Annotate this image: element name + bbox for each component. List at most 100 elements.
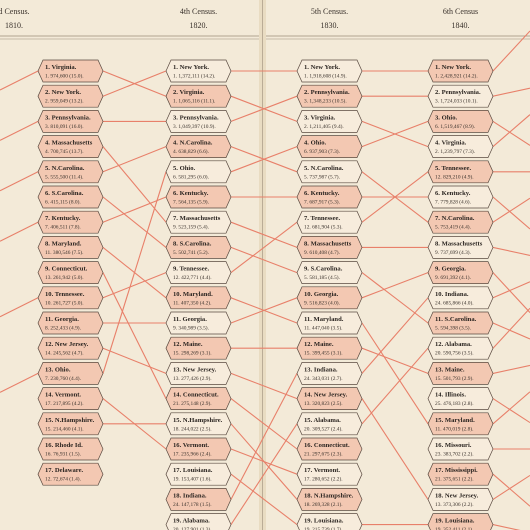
population: 11. 380,546 (7.5). <box>45 249 83 256</box>
rank-cell <box>296 59 363 83</box>
population: 11. 407,350 (4.2). <box>173 299 211 306</box>
rank-link <box>492 474 530 500</box>
population: 20. 127,901 (1.3). <box>173 526 212 530</box>
rank-link <box>361 322 429 425</box>
state-name: 5. N.Carolina. <box>304 165 344 172</box>
state-name: 16. Missouri. <box>435 442 472 449</box>
population: 13. 261,942 (5.0). <box>45 274 84 281</box>
rank-cell <box>165 160 232 184</box>
rank-link <box>492 196 530 230</box>
rank-cell <box>427 210 494 234</box>
rank-link <box>230 146 298 173</box>
rank-cell <box>296 387 363 410</box>
rank-cell <box>296 311 363 335</box>
rank-cell <box>296 84 363 108</box>
rank-cell <box>165 236 232 259</box>
rank-link <box>0 297 39 318</box>
rank-link <box>230 373 298 500</box>
state-name: 1. New York. <box>304 64 340 71</box>
population: 13. 320,823 (2.5). <box>304 400 343 407</box>
column-title: 5th Census. <box>311 7 348 16</box>
rank-cell <box>37 59 104 83</box>
state-name: 19. Louisiana. <box>435 518 475 525</box>
rank-link <box>492 197 530 223</box>
state-name: 11. Maryland. <box>304 316 344 323</box>
state-name: 19. Louisiana. <box>304 518 344 525</box>
state-name: 16. Connecticut. <box>304 442 350 449</box>
rank-cell <box>165 462 232 486</box>
rank-link <box>492 272 530 313</box>
population: 7. 687,917 (5.3). <box>304 199 340 206</box>
rank-cell <box>427 462 494 486</box>
rank-cell <box>37 236 104 259</box>
state-name: 15. N.Hampshire. <box>173 417 223 424</box>
state-name: 2. Pennsylvania. <box>435 89 481 96</box>
population: 3. 1,724,033 (10.1). <box>435 98 478 105</box>
rank-link <box>492 524 521 530</box>
state-name: 3. Pennsylvania. <box>45 114 91 121</box>
population: 17. 280,652 (2.2). <box>304 476 343 483</box>
state-name: 12. Maine. <box>304 341 334 348</box>
rank-cell <box>296 185 363 209</box>
state-name: 6. Kentucky. <box>173 190 209 197</box>
rank-link <box>102 171 167 374</box>
rank-cell <box>37 462 104 486</box>
rank-cell <box>296 135 363 158</box>
population: 11. 447,040 (3.5). <box>304 325 342 332</box>
state-name: 15. Maryland. <box>435 417 475 424</box>
state-name: 14. Illinois. <box>435 392 466 399</box>
state-name: 9. S.Carolina. <box>304 266 343 273</box>
rank-link <box>492 307 530 349</box>
rank-cell <box>37 362 104 385</box>
population: 9. 610,408 (4.7). <box>304 249 340 256</box>
rank-cell <box>165 387 232 410</box>
rank-cell <box>296 286 363 310</box>
rank-link <box>0 372 39 393</box>
rank-link <box>492 473 530 507</box>
rank-link <box>361 171 429 223</box>
rank-cell <box>165 84 232 108</box>
state-name: 9. Georgia. <box>435 266 466 273</box>
rank-cell <box>165 110 232 133</box>
population: 9. 340,989 (3.5). <box>173 325 209 332</box>
population: 7. 406,511 (7.8). <box>45 224 81 231</box>
state-name: 1. New York. <box>435 64 471 71</box>
rank-cell <box>427 488 494 511</box>
population: 18. 244,022 (2.5). <box>173 425 212 432</box>
rank-cell <box>296 236 363 259</box>
population: 24. 685,866 (4.0). <box>435 299 474 306</box>
rank-cell <box>165 261 232 284</box>
rank-link <box>230 246 298 274</box>
state-name: 4. Massachusetts <box>45 140 93 147</box>
population: 19. 352,411 (2.1). <box>435 526 473 530</box>
rank-cell <box>296 513 363 530</box>
rank-cell <box>296 488 363 511</box>
rank-link <box>492 281 530 299</box>
population: 13. 373,306 (2.2). <box>435 501 474 508</box>
state-name: 12. New Jersey. <box>45 341 89 348</box>
rank-link <box>102 347 167 374</box>
rank-cell <box>296 210 363 234</box>
population: 9. 516,823 (4.0). <box>304 299 340 306</box>
rank-cell <box>165 59 232 83</box>
state-name: 18. New Jersey. <box>435 492 479 499</box>
rank-cell <box>427 311 494 335</box>
state-name: 17. Delaware. <box>45 467 84 474</box>
state-name: 17. Mississippi. <box>435 467 478 474</box>
rank-cell <box>427 135 494 158</box>
state-name: 9. Tennessee. <box>173 266 209 273</box>
state-name: 4. Ohio. <box>304 140 327 147</box>
rank-cell <box>296 160 363 184</box>
rank-link <box>230 297 298 324</box>
population: 21. 375,651 (2.2). <box>435 476 474 483</box>
rank-cell <box>37 412 104 436</box>
population: 16. 76,931 (1.5). <box>45 451 81 458</box>
rank-cell <box>427 412 494 436</box>
column-year: 1810. <box>5 21 23 30</box>
state-name: 10. Indiana. <box>435 291 469 298</box>
population: 19. 153,407 (1.6). <box>173 476 212 483</box>
rank-cell <box>427 286 494 310</box>
rank-link <box>361 347 429 425</box>
population: 6. 415,115 (8.0). <box>45 199 81 206</box>
